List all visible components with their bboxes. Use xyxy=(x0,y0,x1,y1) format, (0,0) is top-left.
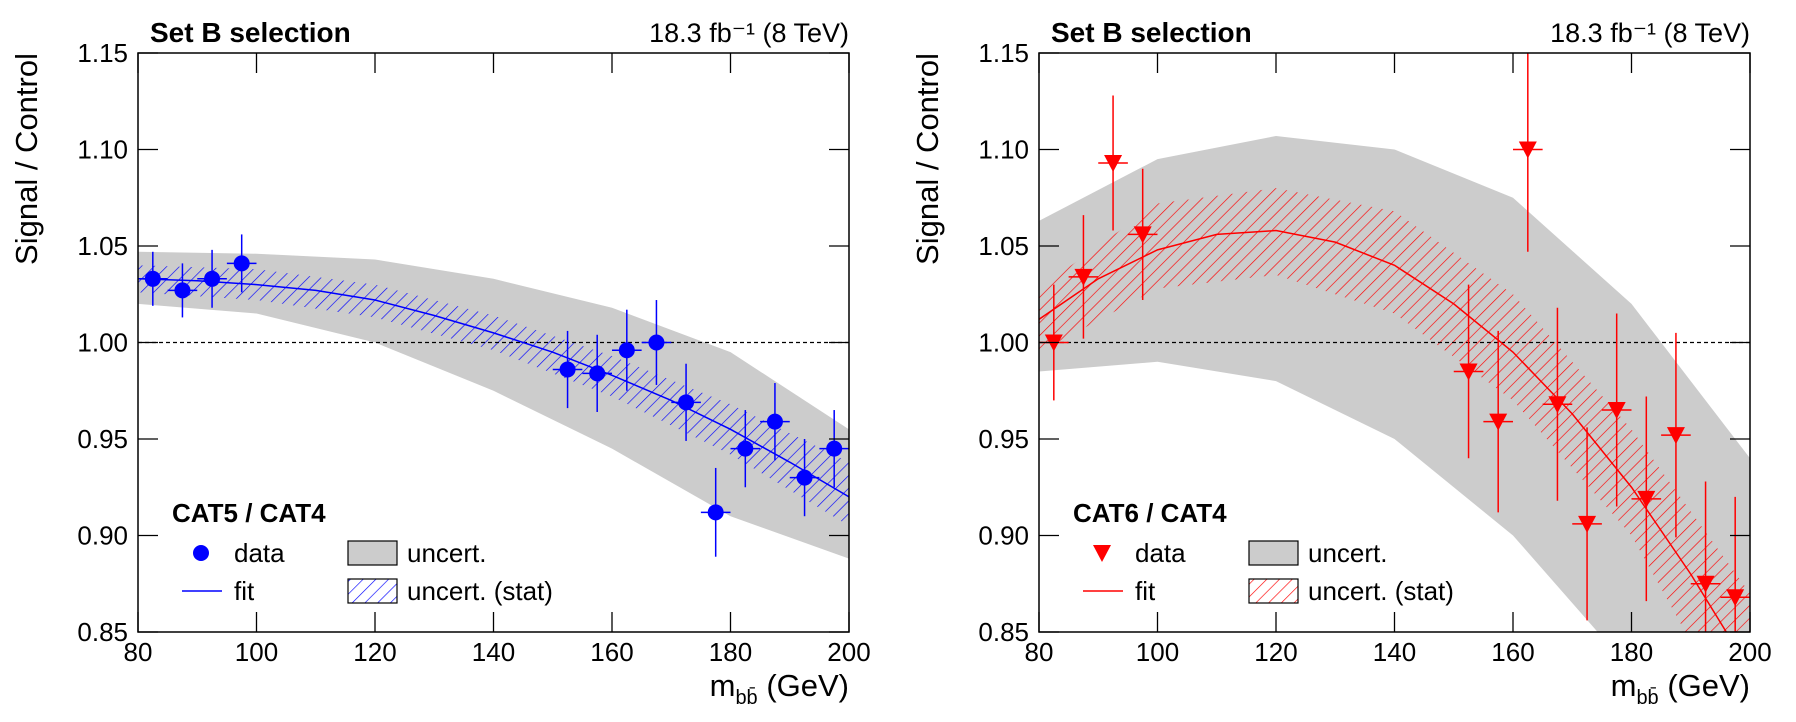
legend-label: fit xyxy=(234,576,255,606)
legend-label: uncert. xyxy=(1308,538,1388,568)
x-axis-label-sub: bb̄ xyxy=(1636,686,1658,709)
legend-label: uncert. (stat) xyxy=(407,576,553,606)
data-point xyxy=(737,440,754,457)
x-tick-label: 160 xyxy=(590,637,633,667)
y-tick-label: 1.15 xyxy=(978,38,1029,68)
legend-title: CAT6 / CAT4 xyxy=(1073,498,1227,528)
legend-label: data xyxy=(234,538,285,568)
chart-title: Set B selection xyxy=(150,17,351,48)
x-axis-label: mbb̄ (GeV) xyxy=(710,668,849,709)
lumi-label: 18.3 fb⁻¹ (8 TeV) xyxy=(1550,18,1750,48)
data-point xyxy=(589,365,606,382)
panel: 80 100 120 140 160 180 200 0.85 0.90 0.95 1.00 1.05… xyxy=(910,17,1772,709)
data-point xyxy=(707,504,724,521)
data-point xyxy=(648,334,665,351)
data-point xyxy=(204,270,221,287)
data-point xyxy=(1489,413,1508,431)
data-point xyxy=(826,440,843,457)
x-tick-label: 140 xyxy=(1373,637,1416,667)
chart-title: Set B selection xyxy=(1051,17,1252,48)
legend-swatch xyxy=(1093,545,1111,562)
y-tick-label: 1.05 xyxy=(978,231,1029,261)
fit-line xyxy=(1039,229,1728,632)
x-tick-label: 180 xyxy=(709,637,752,667)
y-tick-label: 0.90 xyxy=(77,521,128,551)
data-point xyxy=(1548,396,1567,414)
x-axis-label-main: m xyxy=(1611,668,1637,703)
y-tick-label: 1.10 xyxy=(978,135,1029,165)
x-tick-label: 200 xyxy=(827,637,870,667)
x-tick-label: 200 xyxy=(1728,637,1771,667)
data-point xyxy=(1637,490,1656,508)
x-tick-label: 140 xyxy=(472,637,515,667)
data-point xyxy=(174,282,191,299)
legend-label: uncert. (stat) xyxy=(1308,576,1454,606)
data-point xyxy=(796,469,813,486)
y-tick-label: 1.15 xyxy=(77,38,128,68)
x-axis-label-unit: (GeV) xyxy=(1667,668,1750,703)
y-tick-label: 0.95 xyxy=(77,424,128,454)
y-tick-label: 0.85 xyxy=(77,617,128,647)
x-tick-label: 100 xyxy=(1136,637,1179,667)
y-tick-label: 0.85 xyxy=(978,617,1029,647)
legend-label: uncert. xyxy=(407,538,487,568)
y-tick-label: 1.00 xyxy=(77,328,128,358)
legend-swatch xyxy=(347,540,398,566)
data-point xyxy=(559,361,576,378)
data-point xyxy=(1607,402,1626,420)
data-point xyxy=(1133,226,1152,244)
data-point xyxy=(618,342,635,359)
x-axis-label-main: m xyxy=(710,668,736,703)
x-tick-label: 120 xyxy=(1254,637,1297,667)
band xyxy=(138,265,849,526)
lumi-label: 18.3 fb⁻¹ (8 TeV) xyxy=(649,18,849,48)
legend-label: data xyxy=(1135,538,1186,568)
y-tick-label: 0.95 xyxy=(978,424,1029,454)
data-point xyxy=(233,255,250,272)
y-axis-label: Signal / Control xyxy=(9,53,44,265)
x-tick-label: 180 xyxy=(1610,637,1653,667)
band xyxy=(138,251,849,559)
legend-label: fit xyxy=(1135,576,1156,606)
x-axis-label: mbb̄ (GeV) xyxy=(1611,668,1750,709)
data-point xyxy=(1726,589,1745,607)
panel: 80 100 120 140 160 180 200 0.85 0.90 0.95 1.00 1.05… xyxy=(9,17,871,709)
legend-swatch xyxy=(1248,540,1299,566)
legend-swatch xyxy=(347,578,398,604)
data-point xyxy=(1104,155,1123,173)
x-tick-label: 160 xyxy=(1491,637,1534,667)
data-point xyxy=(1666,427,1685,445)
x-tick-label: 80 xyxy=(1025,637,1054,667)
data-point xyxy=(766,413,783,430)
y-axis-label: Signal / Control xyxy=(910,53,945,265)
x-axis-label-sub: bb̄ xyxy=(735,686,757,709)
data-point xyxy=(1518,141,1537,159)
legend-swatch xyxy=(1248,578,1299,604)
y-tick-label: 1.00 xyxy=(978,328,1029,358)
fit-line xyxy=(138,278,849,498)
data-point xyxy=(1459,363,1478,381)
data-point xyxy=(1578,515,1597,533)
x-tick-label: 100 xyxy=(235,637,278,667)
x-axis-label-space xyxy=(1659,668,1668,703)
data-point xyxy=(1696,575,1715,593)
y-tick-label: 1.10 xyxy=(77,135,128,165)
x-axis-label-space xyxy=(758,668,767,703)
legend-title: CAT5 / CAT4 xyxy=(172,498,326,528)
x-tick-label: 80 xyxy=(124,637,153,667)
y-tick-label: 0.90 xyxy=(978,521,1029,551)
plot-area xyxy=(1039,53,1750,632)
plot-area xyxy=(138,234,849,559)
legend-swatch xyxy=(193,545,209,561)
x-tick-label: 120 xyxy=(353,637,396,667)
x-axis-label-unit: (GeV) xyxy=(766,668,849,703)
data-point xyxy=(1074,268,1093,286)
y-tick-label: 1.05 xyxy=(77,231,128,261)
